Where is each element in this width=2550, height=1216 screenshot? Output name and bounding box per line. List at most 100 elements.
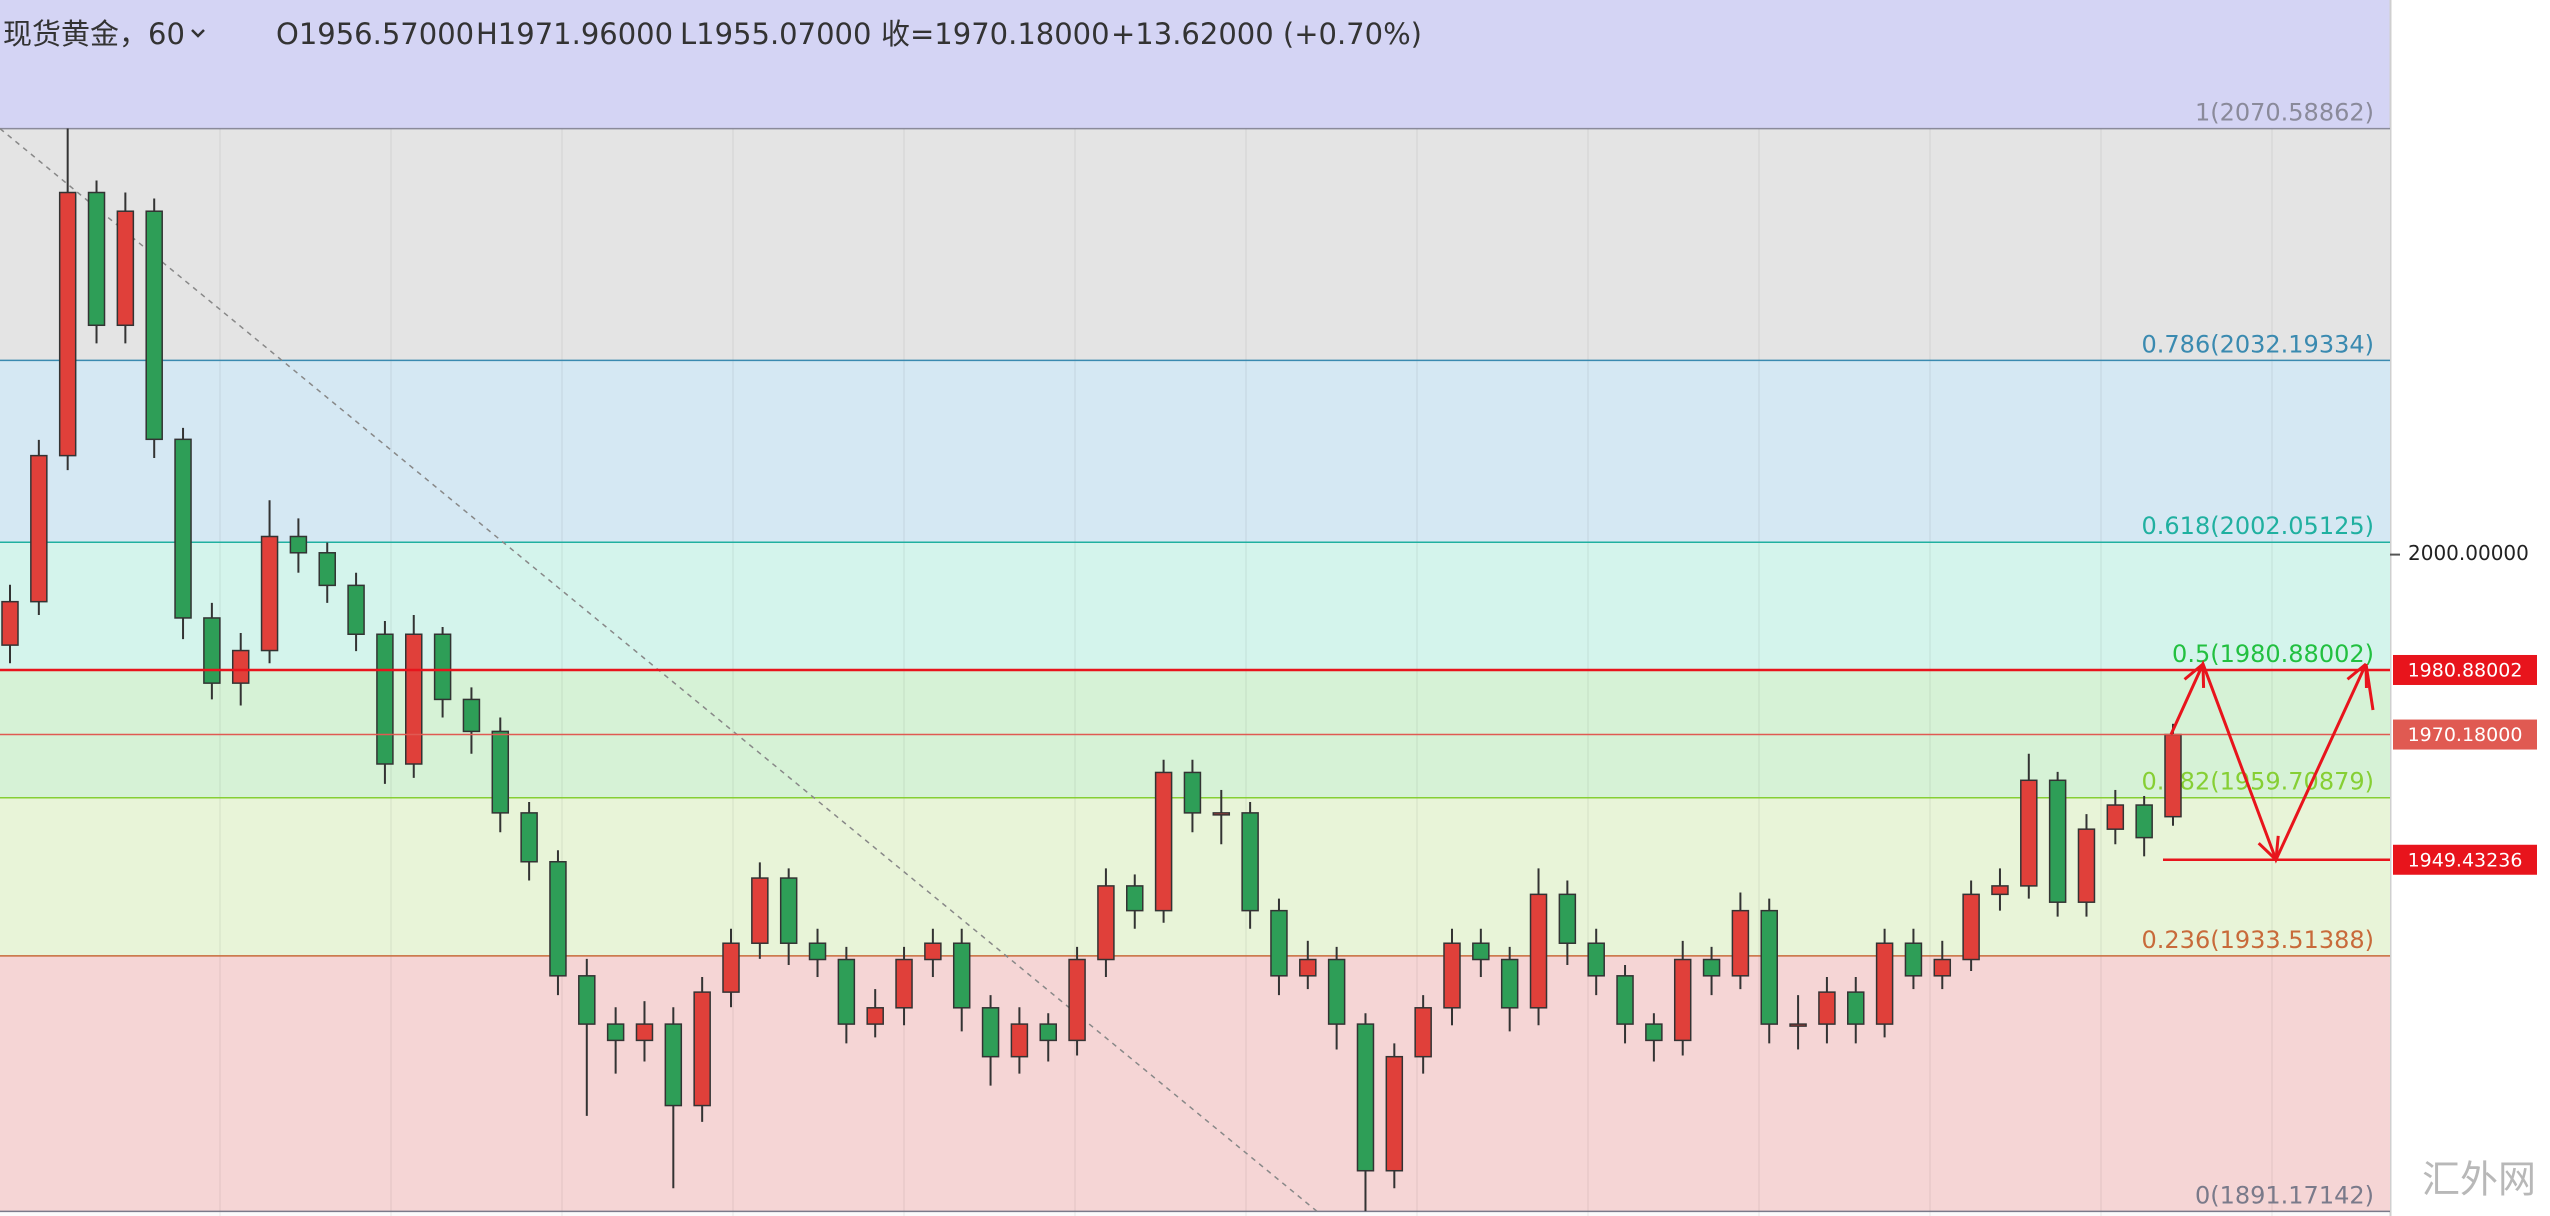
fib-band: [0, 797, 2390, 956]
fib-label: 0.236(1933.51388): [2142, 926, 2375, 954]
candle-body: [1385, 1055, 1404, 1172]
candle-body: [433, 633, 452, 701]
candle-body: [1183, 771, 1202, 814]
candle-body: [1241, 812, 1259, 912]
candle-body: [1154, 771, 1173, 912]
price-tag: [2393, 654, 2537, 685]
fib-label: 0.786(2032.19334): [2142, 330, 2375, 358]
arrow-head: [2201, 663, 2206, 689]
price-tag: [2393, 844, 2537, 875]
candle-body: [1645, 1023, 1663, 1042]
ohlc-label: 收=1970.18000: [881, 17, 1110, 51]
price-tag-label: 1980.88002: [2408, 659, 2523, 681]
candle-body: [2135, 804, 2153, 839]
candle-body: [2164, 733, 2182, 818]
candle-body: [693, 991, 711, 1107]
price-tag-label: 1949.43236: [2408, 849, 2523, 871]
price-axis-background: [2390, 0, 2550, 1216]
interval-chevron: [191, 29, 205, 38]
candle-body: [1472, 942, 1490, 961]
candle-body: [347, 584, 365, 636]
candle-body: [405, 633, 423, 765]
candle-body: [635, 1023, 654, 1042]
candle-body: [1962, 893, 1980, 961]
candle-body: [1818, 991, 1836, 1025]
candle-body: [1847, 991, 1865, 1025]
candle-body: [462, 698, 481, 733]
ohlc-label: +13.62000 (+0.70%): [1111, 17, 1422, 51]
candle-body: [924, 942, 942, 961]
candle-body: [289, 535, 308, 554]
candle-body: [981, 1007, 1000, 1058]
projection-path: [2169, 660, 2368, 864]
candle-body: [174, 438, 192, 619]
candle-body: [1010, 1023, 1029, 1058]
candle-body: [1126, 885, 1144, 912]
candle-body: [1616, 975, 1634, 1025]
candle-body: [203, 617, 221, 684]
candle-body: [1270, 909, 1288, 977]
candle-body: [606, 1023, 625, 1042]
candle-body: [1414, 1007, 1432, 1058]
candle-body: [1, 600, 19, 646]
candle-body: [2020, 779, 2038, 887]
arrow-head: [2274, 835, 2280, 860]
candle-body: [808, 942, 827, 961]
candle-body: [58, 191, 77, 457]
candle-body: [1587, 942, 1605, 977]
candle-body: [1904, 942, 1923, 977]
candle-body: [1327, 958, 1346, 1025]
candle-body: [1991, 885, 2009, 896]
candle-body: [952, 942, 971, 1009]
candle-body: [1356, 1023, 1375, 1172]
arrow-head: [2183, 662, 2204, 681]
candle-body: [116, 210, 135, 327]
fib-label: 1(2070.58862): [2195, 99, 2374, 127]
candle-body: [1443, 942, 1461, 1009]
fib-band: [0, 128, 2390, 361]
candle-body: [895, 958, 913, 1009]
price-tag-label: 1970.18000: [2408, 724, 2523, 746]
candle-body: [1068, 958, 1086, 1042]
arrow-head: [2257, 842, 2278, 861]
candle-body: [231, 649, 250, 684]
candle-body: [87, 191, 106, 327]
candle-body: [1760, 909, 1778, 1025]
ohlc-label: H1971.96000: [476, 17, 673, 51]
arrow-tail: [2364, 663, 2375, 711]
candle-body: [2077, 828, 2096, 903]
candle-body: [1933, 958, 1952, 977]
fib-label: 0(1891.17142): [2195, 1181, 2374, 1209]
arrow-head: [2346, 662, 2367, 681]
candle-body: [491, 730, 510, 814]
candle-body: [1500, 958, 1519, 1009]
candle-body: [549, 861, 567, 977]
candle-body: [1212, 812, 1231, 816]
fib-band: [0, 360, 2390, 543]
y-tick-label: 2000.00000: [2408, 541, 2529, 565]
candle-body: [520, 812, 538, 863]
watermark: 汇外网: [2422, 1158, 2536, 1202]
candle-body: [1529, 893, 1548, 1009]
candle-body: [578, 975, 596, 1025]
candle-body: [1097, 885, 1115, 961]
candle-body: [318, 552, 336, 587]
fib-band: [0, 542, 2390, 670]
candle-body: [1673, 958, 1692, 1042]
candle-body: [1875, 942, 1894, 1025]
header-band: [0, 0, 2390, 129]
ohlc-label: L1955.07000: [680, 17, 871, 51]
candle-body: [1299, 958, 1317, 977]
symbol-label: 现货黄金，60: [3, 17, 185, 51]
fib-label: 0.5(1980.88002): [2172, 640, 2374, 668]
candle-body: [2048, 779, 2067, 903]
candle-body: [376, 633, 394, 765]
candle-body: [260, 535, 279, 652]
candle-body: [1039, 1023, 1057, 1042]
candle-body: [866, 1007, 884, 1025]
candle-body: [30, 454, 48, 603]
candle-body: [1702, 958, 1721, 977]
candle-body: [1789, 1023, 1807, 1027]
